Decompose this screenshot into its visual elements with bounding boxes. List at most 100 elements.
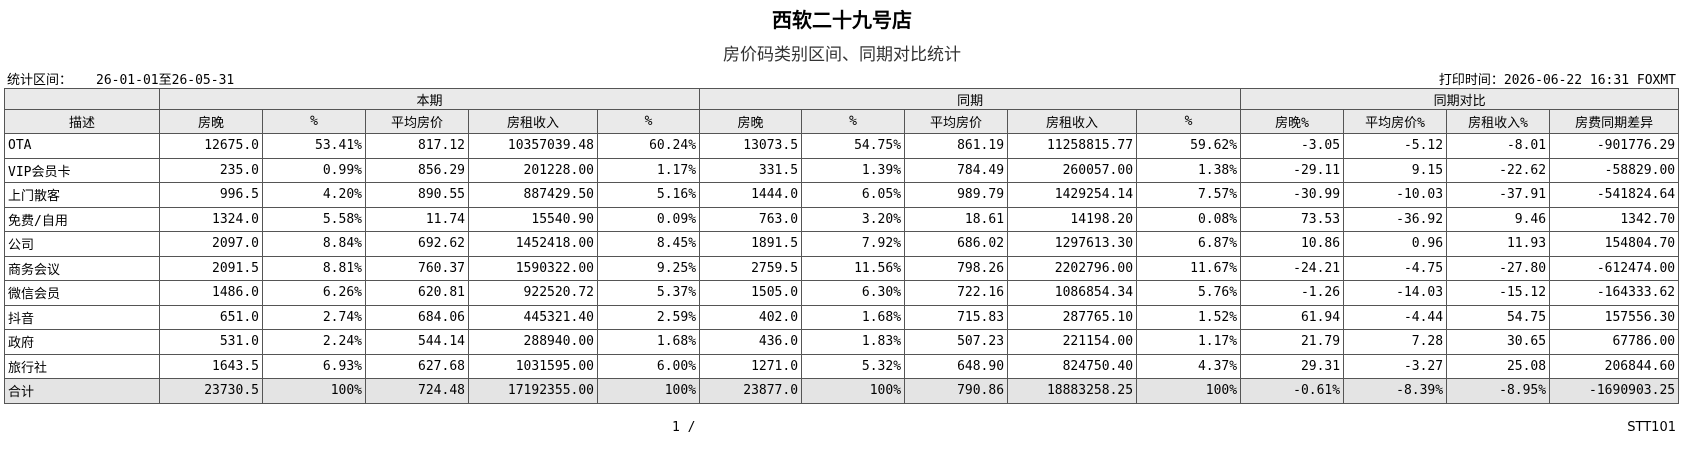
cell: 154804.70 bbox=[1549, 231, 1680, 257]
total-cell: -8.95% bbox=[1446, 378, 1551, 404]
cell: 2759.5 bbox=[699, 255, 803, 281]
total-cell: 17192355.00 bbox=[468, 378, 598, 404]
cell: 6.05% bbox=[801, 182, 906, 208]
column-header: 房费同期差异 bbox=[1549, 109, 1680, 134]
cell: 15540.90 bbox=[468, 206, 598, 232]
column-header-row: 描述 房晚% 平均房价 房租收入% 房晚% 平均房价 房租收入% 房晚% 平均房价% 房租收入% 房… bbox=[4, 109, 1680, 134]
cell: 1891.5 bbox=[699, 231, 803, 257]
total-cell: -0.61% bbox=[1240, 378, 1345, 404]
cell: 59.62% bbox=[1136, 133, 1242, 159]
data-row: 旅行社 1643.5 6.93% 627.68 1031595.00 6.00% 1271.… bbox=[4, 353, 1680, 379]
group-header: 同期对比 bbox=[1240, 88, 1680, 110]
cell: 53.41% bbox=[262, 133, 366, 159]
cell: 14198.20 bbox=[1007, 206, 1138, 232]
total-cell: 18883258.25 bbox=[1007, 378, 1138, 404]
data-row: 政府 531.0 2.24% 544.14 288940.00 1.68% 436.0 1.8… bbox=[4, 329, 1680, 355]
cell: -8.01 bbox=[1446, 133, 1551, 159]
cell: 686.02 bbox=[904, 231, 1009, 257]
row-label: 政府 bbox=[4, 329, 160, 355]
cell: -541824.64 bbox=[1549, 182, 1680, 208]
cell: 0.08% bbox=[1136, 206, 1242, 232]
cell: 18.61 bbox=[904, 206, 1009, 232]
cell: 531.0 bbox=[159, 329, 263, 355]
cell: -37.91 bbox=[1446, 182, 1551, 208]
cell: 1444.0 bbox=[699, 182, 803, 208]
column-header: % bbox=[801, 109, 906, 134]
cell: 11.56% bbox=[801, 255, 906, 281]
cell: 201228.00 bbox=[468, 157, 598, 183]
group-header-row: 本期 同期 同期对比 bbox=[4, 88, 1680, 110]
report-title: 西软二十九号店 bbox=[772, 8, 912, 32]
cell: 13073.5 bbox=[699, 133, 803, 159]
cell: 331.5 bbox=[699, 157, 803, 183]
cell: 60.24% bbox=[596, 133, 701, 159]
period-label: 统计区间： bbox=[7, 73, 73, 88]
cell: 620.81 bbox=[365, 280, 469, 306]
cell: 11.74 bbox=[365, 206, 469, 232]
cell: -30.99 bbox=[1240, 182, 1345, 208]
column-header: 房晚% bbox=[1240, 109, 1345, 134]
cell: 11258815.77 bbox=[1007, 133, 1138, 159]
cell: -15.12 bbox=[1446, 280, 1551, 306]
cell: 861.19 bbox=[904, 133, 1009, 159]
cell: 5.76% bbox=[1136, 280, 1242, 306]
column-header: 房租收入% bbox=[1446, 109, 1551, 134]
cell: 2.59% bbox=[596, 304, 701, 330]
column-header: 平均房价 bbox=[904, 109, 1009, 134]
data-row: VIP会员卡 235.0 0.99% 856.29 201228.00 1.17% 331.… bbox=[4, 157, 1680, 183]
cell: 61.94 bbox=[1240, 304, 1345, 330]
cell: 824750.40 bbox=[1007, 353, 1138, 379]
row-label: 免费/自用 bbox=[4, 206, 160, 232]
cell: 1271.0 bbox=[699, 353, 803, 379]
column-header: 房租收入 bbox=[468, 109, 598, 134]
cell: 692.62 bbox=[365, 231, 469, 257]
cell: 287765.10 bbox=[1007, 304, 1138, 330]
cell: -5.12 bbox=[1343, 133, 1448, 159]
cell: -14.03 bbox=[1343, 280, 1448, 306]
cell: 260057.00 bbox=[1007, 157, 1138, 183]
row-label: 旅行社 bbox=[4, 353, 160, 379]
cell: -24.21 bbox=[1240, 255, 1345, 281]
cell: 10.86 bbox=[1240, 231, 1345, 257]
cell: 760.37 bbox=[365, 255, 469, 281]
cell: 544.14 bbox=[365, 329, 469, 355]
total-cell: 100% bbox=[262, 378, 366, 404]
data-row: 商务会议 2091.5 8.81% 760.37 1590322.00 9.25% 2759… bbox=[4, 255, 1680, 281]
column-header: % bbox=[262, 109, 366, 134]
total-cell: -8.39% bbox=[1343, 378, 1448, 404]
row-label: 抖音 bbox=[4, 304, 160, 330]
cell: 0.99% bbox=[262, 157, 366, 183]
cell: 890.55 bbox=[365, 182, 469, 208]
cell: 6.87% bbox=[1136, 231, 1242, 257]
cell: 11.67% bbox=[1136, 255, 1242, 281]
cell: -10.03 bbox=[1343, 182, 1448, 208]
column-header: 描述 bbox=[4, 109, 160, 134]
cell: 6.93% bbox=[262, 353, 366, 379]
cell: 9.25% bbox=[596, 255, 701, 281]
total-cell: 100% bbox=[596, 378, 701, 404]
cell: 29.31 bbox=[1240, 353, 1345, 379]
print-time: 打印时间：2026-06-22 16:31 FOXMT bbox=[1438, 73, 1676, 88]
cell: 21.79 bbox=[1240, 329, 1345, 355]
column-header: 平均房价 bbox=[365, 109, 469, 134]
cell: 715.83 bbox=[904, 304, 1009, 330]
cell: 157556.30 bbox=[1549, 304, 1680, 330]
cell: -4.75 bbox=[1343, 255, 1448, 281]
data-row: 公司 2097.0 8.84% 692.62 1452418.00 8.45% 1891.5… bbox=[4, 231, 1680, 257]
cell: 1643.5 bbox=[159, 353, 263, 379]
cell: 54.75 bbox=[1446, 304, 1551, 330]
cell: 989.79 bbox=[904, 182, 1009, 208]
cell: 30.65 bbox=[1446, 329, 1551, 355]
cell: 1297613.30 bbox=[1007, 231, 1138, 257]
cell: 2091.5 bbox=[159, 255, 263, 281]
cell: 9.15 bbox=[1343, 157, 1448, 183]
column-header: 房晚 bbox=[699, 109, 803, 134]
cell: 54.75% bbox=[801, 133, 906, 159]
cell: 6.30% bbox=[801, 280, 906, 306]
cell: 8.45% bbox=[596, 231, 701, 257]
header-cell bbox=[4, 88, 160, 110]
row-label: 微信会员 bbox=[4, 280, 160, 306]
cell: 4.37% bbox=[1136, 353, 1242, 379]
total-cell: -1690903.25 bbox=[1549, 378, 1680, 404]
cell: 1452418.00 bbox=[468, 231, 598, 257]
